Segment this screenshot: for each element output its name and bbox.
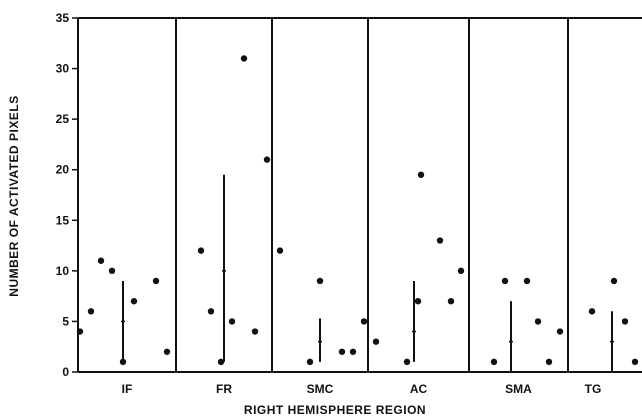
data-point bbox=[276, 247, 284, 254]
data-point bbox=[631, 358, 639, 366]
data-point bbox=[588, 308, 596, 315]
data-point bbox=[76, 328, 84, 335]
data-point bbox=[417, 171, 425, 178]
x-axis-title: RIGHT HEMISPHERE REGION bbox=[244, 403, 426, 417]
data-point bbox=[523, 277, 531, 285]
data-point bbox=[621, 318, 629, 325]
y-tick-label: 35 bbox=[56, 11, 70, 25]
data-point bbox=[436, 237, 444, 244]
data-point bbox=[240, 55, 248, 62]
data-point bbox=[197, 247, 205, 254]
data-point bbox=[349, 348, 357, 355]
y-tick-label: 25 bbox=[56, 112, 70, 126]
data-point bbox=[414, 298, 422, 305]
region-labels: IF FR SMC AC SMA TG bbox=[122, 382, 602, 396]
region-label: FR bbox=[216, 382, 232, 396]
y-tick-label: 20 bbox=[56, 163, 70, 177]
data-point bbox=[217, 358, 225, 366]
data-point bbox=[490, 358, 498, 366]
y-tick-label: 10 bbox=[56, 264, 70, 278]
data-point bbox=[152, 277, 160, 285]
y-axis: 0 5 10 15 20 25 30 35 bbox=[56, 11, 642, 379]
data-point bbox=[372, 338, 380, 345]
data-point bbox=[360, 318, 368, 325]
data-point bbox=[338, 348, 346, 355]
data-points bbox=[76, 55, 639, 366]
region-label: SMA bbox=[505, 382, 532, 396]
data-point bbox=[163, 348, 171, 355]
region-label: SMC bbox=[307, 382, 334, 396]
data-point bbox=[251, 328, 259, 335]
data-point bbox=[108, 267, 116, 275]
data-point bbox=[556, 328, 564, 335]
y-axis-title: NUMBER OF ACTIVATED PIXELS bbox=[7, 95, 21, 296]
region-dividers bbox=[175, 18, 569, 372]
region-label: AC bbox=[410, 382, 428, 396]
y-tick-label: 15 bbox=[56, 213, 70, 227]
data-point bbox=[130, 298, 138, 305]
data-point bbox=[316, 277, 324, 285]
y-tick-label: 5 bbox=[62, 314, 69, 328]
data-point bbox=[97, 257, 105, 264]
y-tick-label: 30 bbox=[56, 62, 70, 76]
data-point bbox=[119, 358, 127, 366]
region-ranges bbox=[121, 174, 614, 372]
data-point bbox=[447, 298, 455, 305]
region-label: IF bbox=[122, 382, 133, 396]
data-point bbox=[207, 308, 215, 315]
data-point bbox=[534, 318, 542, 325]
data-point bbox=[501, 277, 509, 285]
data-point bbox=[306, 358, 314, 366]
data-point bbox=[228, 318, 236, 325]
data-point bbox=[263, 156, 271, 163]
data-point bbox=[403, 358, 411, 366]
region-label: TG bbox=[585, 382, 602, 396]
data-point bbox=[87, 308, 95, 315]
data-point bbox=[457, 267, 465, 275]
data-point bbox=[610, 277, 618, 285]
data-point bbox=[545, 358, 553, 366]
y-tick-label: 0 bbox=[62, 365, 69, 379]
